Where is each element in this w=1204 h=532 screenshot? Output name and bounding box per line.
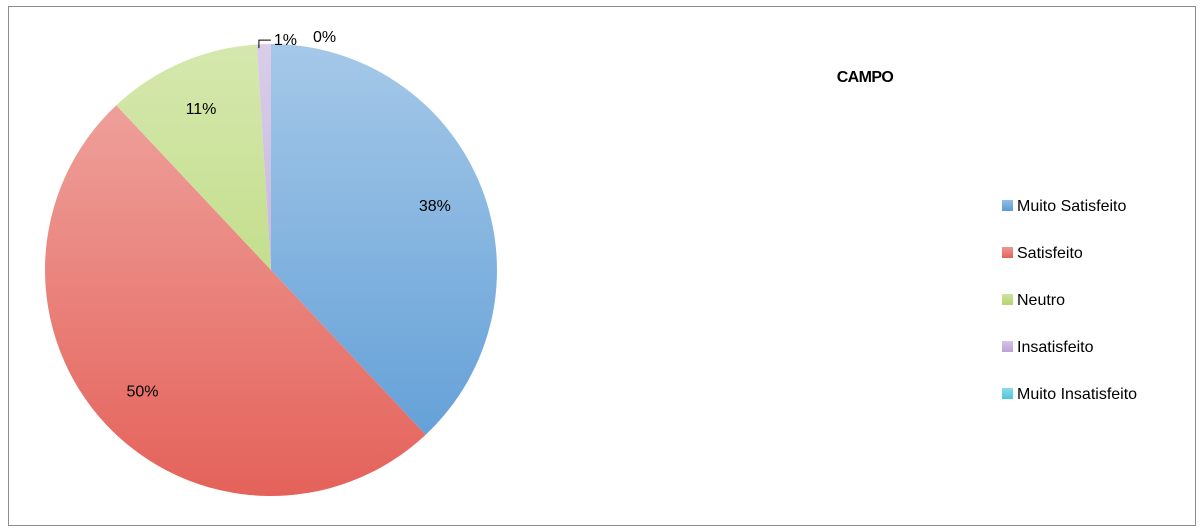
- data-label-muito-satisfeito: 38%: [419, 198, 451, 215]
- legend-label-muito-insatisfeito: Muito Insatisfeito: [1017, 386, 1137, 403]
- slice-satisfeito: [45, 105, 426, 497]
- pie-data-labels: 38% 50% 11% 1% 0%: [126, 29, 450, 401]
- slice-insatisfeito: [256, 44, 271, 270]
- legend-label-satisfeito: Satisfeito: [1017, 245, 1083, 262]
- pie-slices: [45, 44, 498, 497]
- leader-line-insatisfeito: [258, 39, 271, 49]
- slice-neutro: [116, 44, 271, 271]
- data-label-satisfeito: 50%: [126, 384, 158, 401]
- slice-muito-satisfeito: [271, 44, 498, 435]
- chart-title: CAMPO: [837, 69, 894, 86]
- legend-swatch-muito-satisfeito: [1002, 200, 1013, 211]
- legend-swatch-satisfeito: [1002, 247, 1013, 258]
- legend-label-insatisfeito: Insatisfeito: [1017, 339, 1094, 356]
- data-label-neutro: 11%: [186, 101, 217, 118]
- legend-label-neutro: Neutro: [1017, 292, 1065, 309]
- data-label-muito-insatisfeito: 0%: [313, 29, 336, 46]
- legend: Muito Satisfeito Satisfeito Neutro Insatisf…: [1002, 198, 1137, 403]
- legend-swatch-muito-insatisfeito: [1002, 388, 1013, 399]
- data-label-insatisfeito: 1%: [274, 32, 297, 49]
- legend-swatch-neutro: [1002, 294, 1013, 305]
- legend-label-muito-satisfeito: Muito Satisfeito: [1017, 198, 1126, 215]
- legend-swatch-insatisfeito: [1002, 341, 1013, 352]
